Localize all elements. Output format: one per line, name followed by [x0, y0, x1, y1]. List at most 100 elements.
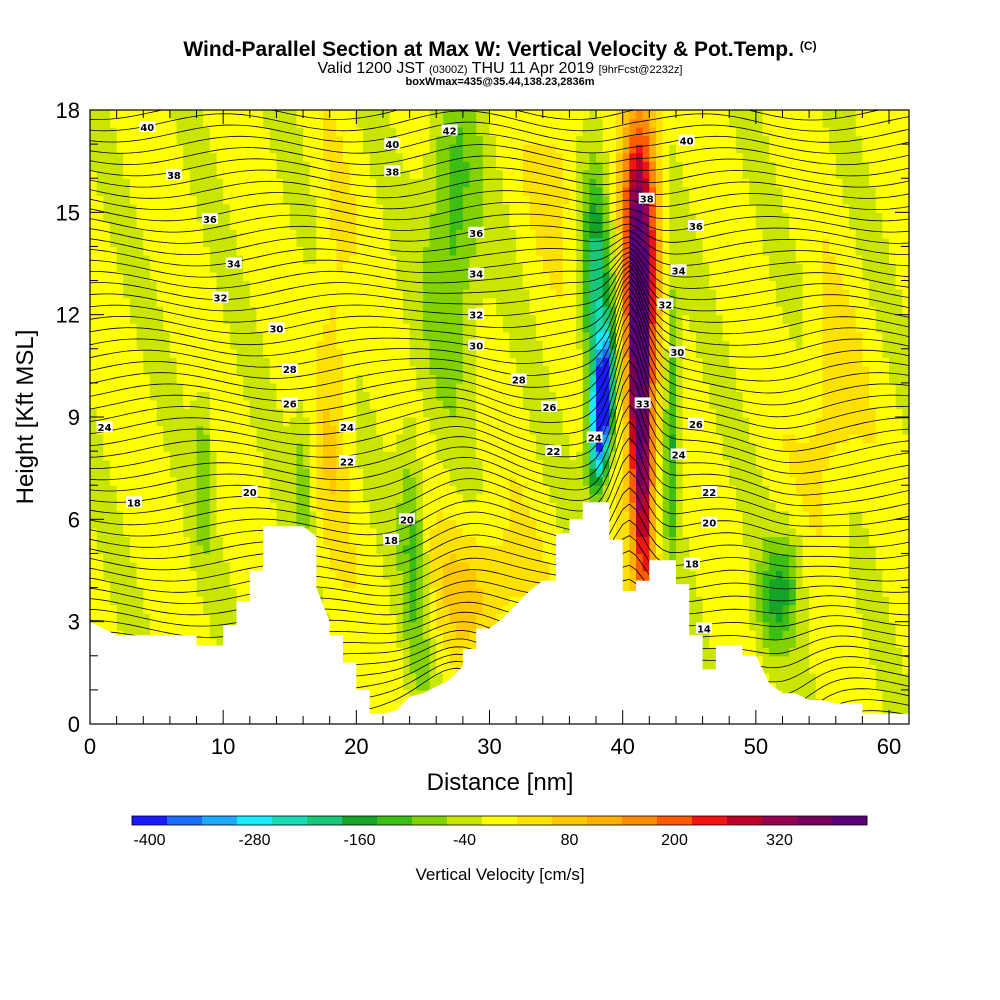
velocity-cell — [236, 212, 244, 222]
velocity-cell — [163, 254, 171, 265]
velocity-cell — [129, 161, 138, 171]
velocity-cell — [256, 220, 264, 230]
velocity-cell — [169, 144, 178, 154]
velocity-cell — [243, 306, 251, 316]
velocity-cell — [456, 408, 464, 418]
velocity-cell — [442, 152, 451, 162]
velocity-cell — [196, 110, 204, 120]
velocity-cell — [496, 399, 504, 410]
velocity-cell — [356, 544, 364, 555]
velocity-cell — [369, 408, 377, 418]
velocity-cell — [236, 374, 244, 384]
velocity-cell — [496, 417, 504, 427]
velocity-cell — [296, 297, 304, 307]
velocity-cell — [489, 493, 497, 503]
velocity-cell — [303, 263, 311, 273]
velocity-cell — [402, 613, 411, 623]
velocity-cell — [482, 280, 491, 290]
velocity-cell — [223, 110, 231, 120]
velocity-cell — [303, 340, 311, 350]
velocity-cell — [316, 135, 324, 145]
velocity-cell — [516, 314, 524, 324]
velocity-cell — [223, 229, 231, 239]
velocity-cell — [416, 519, 424, 529]
velocity-cell — [323, 348, 331, 358]
velocity-cell — [416, 417, 424, 427]
velocity-cell — [409, 647, 417, 657]
velocity-cell — [363, 664, 371, 674]
velocity-cell — [303, 502, 311, 512]
velocity-cell — [356, 468, 364, 478]
velocity-cell — [516, 485, 524, 495]
velocity-cell — [96, 118, 104, 128]
velocity-cell — [183, 493, 191, 503]
velocity-cell — [489, 331, 497, 341]
velocity-cell — [203, 135, 211, 145]
velocity-cell — [363, 135, 371, 145]
velocity-cell — [456, 638, 464, 648]
velocity-cell — [436, 229, 444, 239]
velocity-cell — [276, 382, 284, 393]
velocity-cell — [462, 237, 471, 248]
velocity-cell — [316, 331, 324, 341]
velocity-cell — [502, 178, 511, 188]
velocity-cell — [209, 536, 218, 546]
velocity-cell — [103, 434, 111, 444]
velocity-cell — [469, 135, 477, 145]
velocity-cell — [396, 331, 404, 341]
velocity-cell — [329, 331, 337, 341]
velocity-cell — [522, 237, 531, 248]
velocity-cell — [136, 579, 144, 589]
velocity-cell — [389, 229, 397, 239]
velocity-cell — [289, 442, 298, 452]
velocity-cell — [536, 272, 544, 282]
velocity-cell — [389, 127, 397, 137]
velocity-cell — [329, 272, 337, 282]
velocity-cell — [223, 357, 231, 367]
velocity-cell — [356, 365, 364, 375]
velocity-cell — [276, 442, 284, 452]
velocity-cell — [349, 161, 357, 171]
velocity-cell — [156, 510, 164, 520]
velocity-cell — [442, 237, 451, 248]
velocity-cell — [529, 493, 537, 503]
velocity-cell — [183, 613, 191, 623]
velocity-cell — [349, 220, 357, 230]
velocity-cell — [123, 263, 131, 273]
velocity-cell — [143, 630, 151, 640]
velocity-cell — [356, 229, 364, 239]
velocity-cell — [522, 144, 531, 154]
velocity-cell — [236, 544, 244, 555]
velocity-cell — [289, 254, 298, 265]
velocity-cell — [402, 144, 411, 154]
velocity-cell — [496, 408, 504, 418]
velocity-cell — [522, 118, 531, 128]
velocity-cell — [116, 391, 124, 401]
velocity-cell — [103, 118, 111, 128]
velocity-cell — [422, 655, 431, 665]
velocity-cell — [216, 374, 224, 384]
velocity-cell — [536, 451, 544, 461]
velocity-cell — [176, 382, 184, 393]
velocity-cell — [183, 135, 191, 145]
velocity-cell — [442, 493, 451, 503]
velocity-cell — [129, 263, 138, 273]
velocity-cell — [303, 468, 311, 478]
velocity-cell — [229, 604, 238, 614]
velocity-cell — [143, 476, 151, 486]
velocity-cell — [402, 178, 411, 188]
velocity-cell — [529, 272, 537, 282]
velocity-cell — [343, 638, 351, 648]
velocity-cell — [409, 621, 417, 631]
velocity-cell — [149, 579, 158, 589]
velocity-cell — [256, 451, 264, 461]
velocity-cell — [436, 220, 444, 230]
velocity-cell — [436, 110, 444, 120]
velocity-cell — [123, 203, 131, 213]
velocity-cell — [396, 212, 404, 222]
velocity-cell — [436, 408, 444, 418]
velocity-cell — [156, 272, 164, 282]
velocity-cell — [542, 272, 551, 282]
velocity-cell — [216, 220, 224, 230]
velocity-cell — [90, 144, 98, 154]
